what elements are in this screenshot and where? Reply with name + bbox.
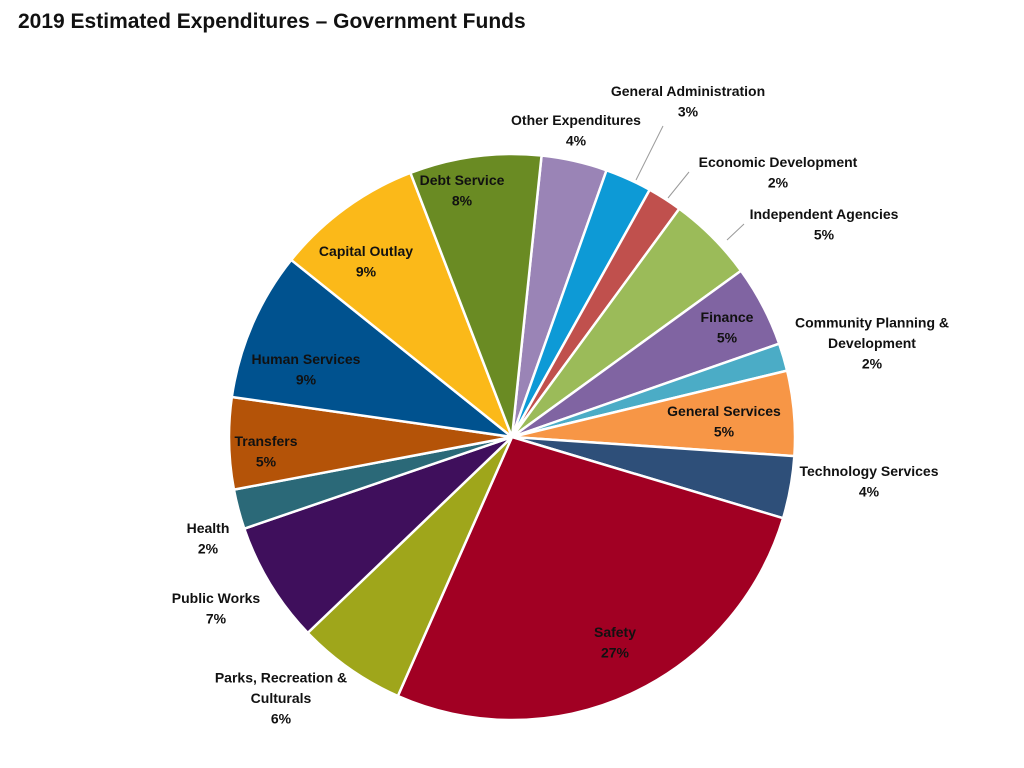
chart-title: 2019 Estimated Expenditures – Government… [18, 10, 526, 33]
slice-name: Culturals [251, 690, 312, 706]
leader-line-independent-agencies [726, 223, 745, 241]
slice-value: 6% [271, 711, 292, 727]
slice-name: Parks, Recreation & [215, 670, 347, 686]
slice-label-economic-development: Economic Development 2% [699, 154, 858, 191]
slice-value: 2% [768, 174, 789, 190]
slice-value: 7% [206, 610, 227, 626]
slice-name: Debt Service [420, 172, 505, 188]
slice-label-independent-agencies: Independent Agencies 5% [750, 206, 899, 243]
slice-name: Capital Outlay [319, 243, 413, 259]
slice-value: 2% [862, 356, 883, 372]
slice-name: Other Expenditures [511, 112, 641, 128]
slice-value: 5% [714, 423, 735, 439]
slice-label-general-services: General Services 5% [667, 403, 781, 440]
slice-name: Community Planning & [795, 315, 949, 331]
leader-line-economic-development [667, 171, 690, 199]
slice-label-community-planning-and-development: Community Planning & Development 2% [795, 315, 949, 372]
slice-value: 5% [814, 226, 835, 242]
pie-slice-capital-outlay [289, 171, 514, 439]
slice-value: 3% [678, 103, 699, 119]
slice-name: Finance [701, 309, 754, 325]
slice-value: 27% [601, 644, 630, 660]
leader-lines [635, 125, 745, 241]
slice-value: 2% [198, 540, 219, 556]
slice-label-human-services: Human Services 9% [252, 351, 361, 388]
slice-label-finance: Finance 5% [701, 309, 754, 346]
pie-slice-debt-service [409, 152, 543, 439]
slice-label-health: Health 2% [187, 520, 230, 557]
slice-label-debt-service: Debt Service 8% [420, 172, 505, 209]
slice-label-technology-services: Technology Services 4% [799, 463, 938, 500]
slice-value: 9% [356, 263, 377, 279]
slice-label-public-works: Public Works 7% [172, 590, 261, 627]
slice-label-other-expenditures: Other Expenditures 4% [511, 112, 641, 149]
slice-label-safety: Safety 27% [594, 624, 636, 661]
pie-slice-public-works [243, 435, 514, 635]
slice-value: 9% [296, 371, 317, 387]
slice-name: General Administration [611, 83, 765, 99]
slice-name: Health [187, 520, 230, 536]
slice-name: Technology Services [799, 463, 938, 479]
leader-line-general-administration [635, 125, 664, 181]
slice-label-general-administration: General Administration 3% [611, 83, 765, 120]
slice-value: 5% [717, 329, 738, 345]
slice-name: Safety [594, 624, 636, 640]
slice-value: 8% [452, 192, 473, 208]
slice-name: Economic Development [699, 154, 858, 170]
slice-value: 4% [566, 132, 587, 148]
slice-value: 5% [256, 453, 277, 469]
slice-labels: Other Expenditures 4% General Administrati… [172, 83, 949, 727]
slice-label-capital-outlay: Capital Outlay 9% [319, 243, 413, 279]
slice-value: 4% [859, 483, 880, 499]
pie-slice-human-services [230, 258, 514, 439]
slice-name: Public Works [172, 590, 261, 606]
pie-slice-safety [396, 435, 785, 722]
slice-name: Transfers [234, 433, 297, 449]
slice-label-transfers: Transfers 5% [234, 433, 297, 470]
slice-name: General Services [667, 403, 781, 419]
slice-label-parks-recreation-and-culturals: Parks, Recreation & Culturals 6% [215, 670, 347, 727]
slice-name: Human Services [252, 351, 361, 367]
slice-name: Independent Agencies [750, 206, 899, 222]
pie-slices [227, 152, 797, 722]
slice-name: Development [828, 335, 916, 351]
